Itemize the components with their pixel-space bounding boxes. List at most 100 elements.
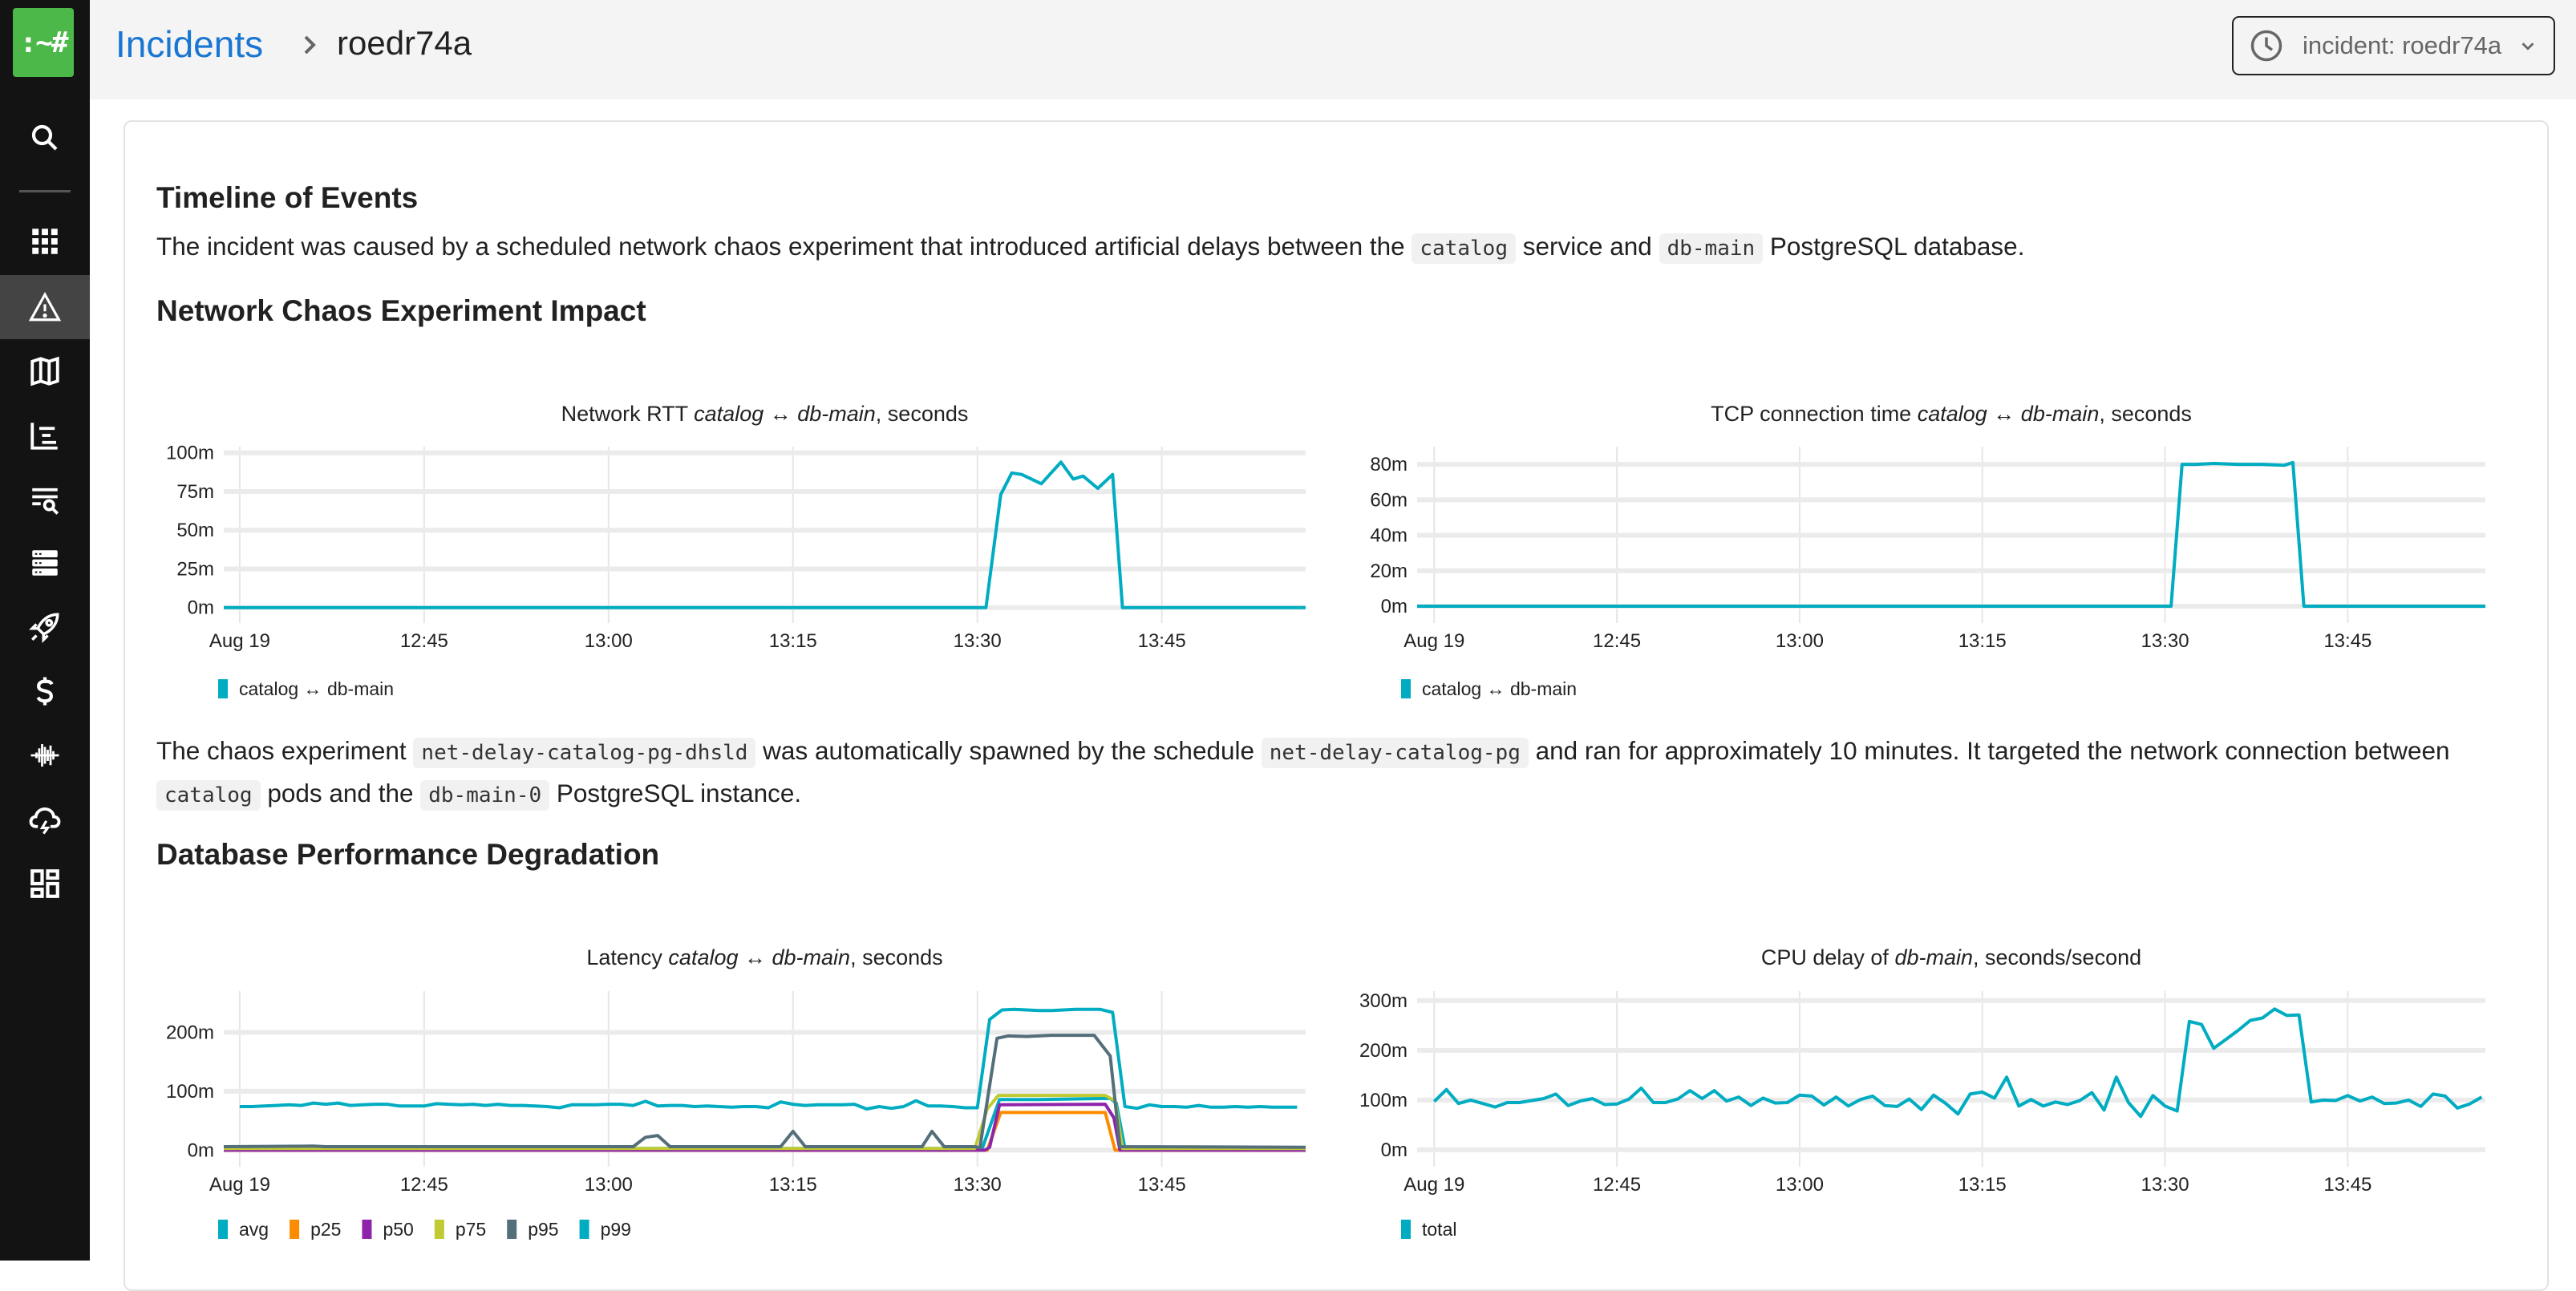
grid-icon	[32, 229, 58, 254]
series-line-catalog-db-main	[1417, 460, 2485, 608]
x-tick-label: Aug 19	[209, 630, 270, 652]
legend-label: p95	[528, 1219, 558, 1240]
y-tick-label: 80m	[1370, 454, 1407, 476]
chaos-paragraph: The chaos experiment net-delay-catalog-p…	[156, 730, 2514, 815]
y-tick-label: 300m	[1359, 990, 1407, 1012]
sidebar-item-chaos[interactable]	[0, 787, 90, 852]
legend-swatch	[218, 679, 228, 698]
sidebar: :~#	[0, 0, 90, 1261]
intro-text-2: service and	[1515, 232, 1659, 261]
x-tick-label: 13:45	[2323, 1174, 2371, 1196]
sidebar-item-deployments[interactable]	[0, 595, 90, 659]
sidebar-item-infrastructure[interactable]	[0, 531, 90, 595]
code-experiment: net-delay-catalog-pg-dhsld	[413, 738, 756, 768]
sidebar-item-timeline[interactable]	[0, 403, 90, 467]
series-line-p25	[224, 1111, 1306, 1152]
dashboard-icon	[30, 869, 59, 898]
clock-icon	[2250, 30, 2282, 62]
legend-swatch	[290, 1220, 300, 1239]
chart-title-part: ↔	[739, 945, 772, 969]
x-tick-label: Aug 19	[1403, 630, 1464, 652]
rocket-icon	[29, 613, 59, 643]
intro-text-1: The incident was caused by a scheduled n…	[156, 232, 1412, 261]
dollar-icon	[36, 677, 54, 706]
chart-title-part: ↔	[1987, 402, 2021, 426]
chart-title-part: catalog	[1918, 402, 1987, 426]
sidebar-item-incidents[interactable]	[0, 275, 90, 339]
x-tick-label: 12:45	[400, 1174, 448, 1196]
sidebar-item-search[interactable]	[0, 106, 90, 170]
x-tick-label: 13:45	[2323, 630, 2371, 652]
series-line-p75	[224, 1094, 1306, 1151]
code-schedule: net-delay-catalog-pg	[1261, 738, 1529, 768]
latency-chart: Latency catalog ↔ db-main, seconds Aug 19…	[166, 945, 1306, 1240]
legend-swatch	[579, 1220, 589, 1239]
chart-title-part: db-main	[772, 945, 851, 969]
time-range-label: incident: roedr74a	[2303, 31, 2502, 59]
timeline-list-icon	[30, 423, 58, 450]
x-tick-label: 12:45	[1593, 1174, 1641, 1196]
tcp-connection-time-chart: TCP connection time catalog ↔ db-main, s…	[1370, 402, 2485, 699]
y-tick-label: 60m	[1370, 489, 1407, 511]
series-line-p50	[224, 1103, 1306, 1152]
sidebar-item-costs[interactable]	[0, 659, 90, 723]
chaos-text-2: was automatically spawned by the schedul…	[755, 736, 1262, 765]
x-tick-label: 13:30	[2141, 630, 2189, 652]
series-line-catalog-db-main	[224, 460, 1306, 609]
chart-title-part: db-main	[797, 402, 876, 426]
chart-title-part: catalog	[668, 945, 738, 969]
series-line-avg	[224, 1096, 1306, 1151]
sidebar-item-map[interactable]	[0, 339, 90, 403]
chart-title-part: ↔	[763, 402, 797, 426]
app-logo[interactable]: :~#	[13, 8, 74, 77]
chaos-text-5: PostgreSQL instance.	[549, 779, 802, 807]
sidebar-item-dashboards[interactable]	[0, 852, 90, 916]
x-tick-label: 12:45	[400, 630, 448, 652]
x-tick-label: Aug 19	[1403, 1174, 1464, 1196]
legend-label: p25	[310, 1219, 341, 1240]
map-icon	[30, 356, 59, 386]
y-tick-label: 200m	[1359, 1040, 1407, 1062]
warning-icon	[28, 292, 62, 322]
network-rtt-chart: Network RTT catalog ↔ db-main, secondsAu…	[166, 402, 1306, 699]
legend-swatch	[362, 1220, 372, 1239]
legend-label: catalog ↔ db-main	[1422, 678, 1577, 699]
x-tick-label: 13:00	[585, 1174, 633, 1196]
cpu-delay-chart: CPU delay of db-main, seconds/second Aug …	[1359, 945, 2485, 1240]
y-tick-label: 25m	[176, 558, 214, 580]
legend-swatch	[1401, 679, 1411, 698]
legend-label: total	[1422, 1219, 1456, 1240]
x-tick-label: 13:45	[1138, 630, 1186, 652]
y-tick-label: 0m	[1381, 1139, 1407, 1161]
top-header: Incidents roedr74a incident: roedr74a	[90, 0, 2576, 99]
y-tick-label: 40m	[1370, 525, 1407, 547]
chart-title-part: , seconds/second	[1973, 945, 2141, 969]
db-degradation-heading: Database Performance Degradation	[156, 838, 660, 871]
chart-title: CPU delay of db-main, seconds/second	[1761, 945, 2141, 969]
breadcrumb-incidents-link[interactable]: Incidents	[115, 23, 264, 65]
x-tick-label: 13:30	[954, 630, 1002, 652]
y-tick-label: 0m	[188, 597, 214, 619]
sidebar-item-logs[interactable]	[0, 467, 90, 532]
y-tick-label: 200m	[166, 1022, 214, 1043]
time-range-select[interactable]: incident: roedr74a	[2232, 16, 2555, 75]
chart-title-part: db-main	[2021, 402, 2100, 426]
legend-swatch	[218, 1220, 228, 1239]
x-tick-label: 13:15	[769, 630, 817, 652]
legend-label: avg	[239, 1219, 269, 1240]
server-icon	[32, 550, 58, 576]
x-tick-label: 13:45	[1138, 1174, 1186, 1196]
code-catalog: catalog	[1412, 233, 1516, 264]
x-tick-label: 13:15	[1958, 630, 2007, 652]
sidebar-item-profiling[interactable]	[0, 723, 90, 787]
y-tick-label: 75m	[176, 481, 214, 503]
chart-title-part: , seconds	[850, 945, 943, 969]
sidebar-item-apps[interactable]	[0, 209, 90, 273]
breadcrumb-current: roedr74a	[337, 24, 472, 62]
chart-title: Latency catalog ↔ db-main, seconds	[586, 945, 942, 969]
search-icon	[31, 124, 58, 151]
chart-title-part: CPU delay of	[1761, 945, 1895, 969]
chart-title-part: Latency	[586, 945, 668, 969]
code-db-main: db-main	[1659, 233, 1764, 264]
legend-label: catalog ↔ db-main	[239, 678, 394, 699]
